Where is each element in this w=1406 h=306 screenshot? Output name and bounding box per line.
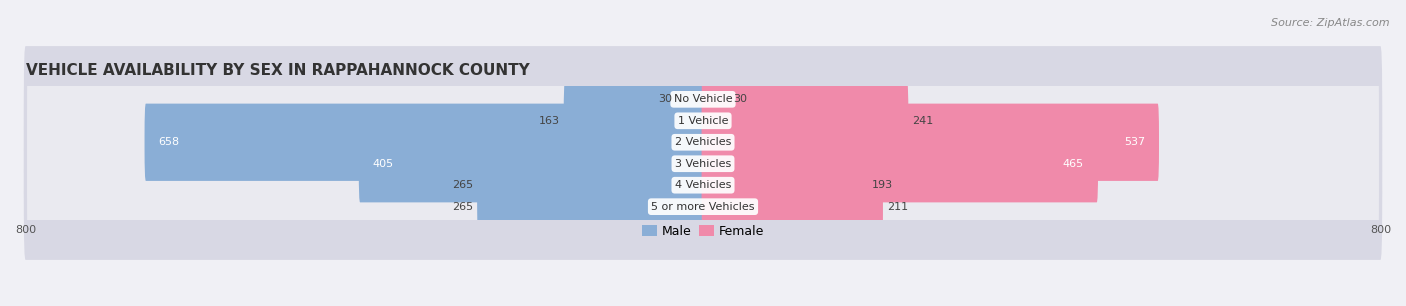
FancyBboxPatch shape: [24, 68, 1382, 174]
Text: 465: 465: [1063, 159, 1084, 169]
Text: 265: 265: [453, 180, 474, 190]
FancyBboxPatch shape: [702, 125, 1098, 202]
FancyBboxPatch shape: [702, 82, 908, 159]
FancyBboxPatch shape: [477, 147, 704, 224]
FancyBboxPatch shape: [359, 125, 704, 202]
FancyBboxPatch shape: [24, 89, 1382, 196]
Text: 5 or more Vehicles: 5 or more Vehicles: [651, 202, 755, 212]
Text: 265: 265: [453, 202, 474, 212]
Text: 30: 30: [658, 94, 672, 104]
FancyBboxPatch shape: [676, 61, 704, 138]
FancyBboxPatch shape: [24, 110, 1382, 217]
FancyBboxPatch shape: [702, 168, 883, 245]
Text: 2 Vehicles: 2 Vehicles: [675, 137, 731, 147]
Text: 405: 405: [373, 159, 394, 169]
Text: 241: 241: [912, 116, 934, 126]
Text: 4 Vehicles: 4 Vehicles: [675, 180, 731, 190]
Legend: Male, Female: Male, Female: [637, 220, 769, 243]
FancyBboxPatch shape: [477, 168, 704, 245]
Text: No Vehicle: No Vehicle: [673, 94, 733, 104]
FancyBboxPatch shape: [24, 153, 1382, 260]
Text: 658: 658: [159, 137, 180, 147]
Text: 30: 30: [734, 94, 748, 104]
Text: 193: 193: [872, 180, 893, 190]
FancyBboxPatch shape: [564, 82, 704, 159]
Text: 211: 211: [887, 202, 908, 212]
Text: VEHICLE AVAILABILITY BY SEX IN RAPPAHANNOCK COUNTY: VEHICLE AVAILABILITY BY SEX IN RAPPAHANN…: [25, 63, 529, 78]
FancyBboxPatch shape: [27, 69, 1379, 173]
FancyBboxPatch shape: [702, 104, 1159, 181]
FancyBboxPatch shape: [702, 61, 730, 138]
Text: Source: ZipAtlas.com: Source: ZipAtlas.com: [1271, 18, 1389, 28]
FancyBboxPatch shape: [27, 112, 1379, 216]
Text: 163: 163: [538, 116, 560, 126]
FancyBboxPatch shape: [27, 133, 1379, 237]
FancyBboxPatch shape: [702, 147, 868, 224]
FancyBboxPatch shape: [145, 104, 704, 181]
Text: 537: 537: [1123, 137, 1144, 147]
FancyBboxPatch shape: [24, 46, 1382, 153]
Text: 1 Vehicle: 1 Vehicle: [678, 116, 728, 126]
FancyBboxPatch shape: [27, 90, 1379, 194]
FancyBboxPatch shape: [27, 155, 1379, 259]
FancyBboxPatch shape: [27, 47, 1379, 151]
FancyBboxPatch shape: [24, 132, 1382, 238]
Text: 3 Vehicles: 3 Vehicles: [675, 159, 731, 169]
